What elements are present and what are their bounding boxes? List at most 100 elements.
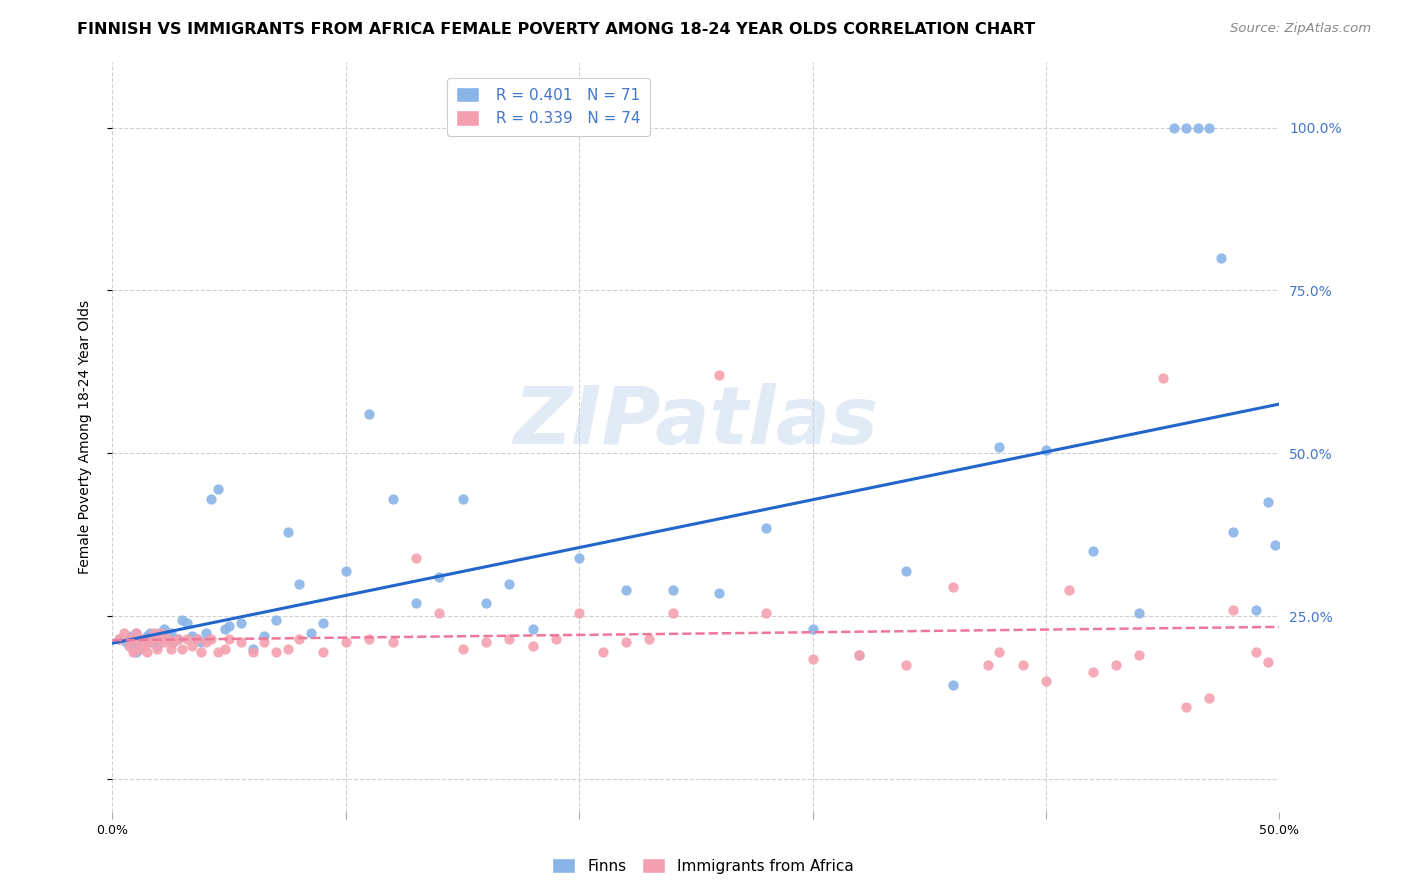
Point	[125, 645, 148, 659]
Point	[405, 550, 427, 565]
Point	[801, 651, 824, 665]
Point	[522, 639, 544, 653]
Point	[141, 632, 163, 646]
Point	[1163, 120, 1185, 135]
Point	[661, 606, 683, 620]
Point	[139, 635, 162, 649]
Point	[848, 648, 870, 663]
Point	[848, 648, 870, 663]
Point	[381, 491, 404, 506]
Point	[381, 635, 404, 649]
Point	[1175, 120, 1198, 135]
Point	[498, 632, 520, 646]
Point	[134, 632, 156, 646]
Point	[894, 564, 917, 578]
Point	[335, 564, 357, 578]
Point	[661, 583, 683, 598]
Point	[1209, 251, 1232, 265]
Point	[148, 625, 170, 640]
Point	[112, 625, 135, 640]
Point	[122, 645, 145, 659]
Point	[1175, 700, 1198, 714]
Point	[207, 645, 229, 659]
Point	[172, 613, 194, 627]
Point	[115, 635, 138, 649]
Point	[335, 635, 357, 649]
Point	[186, 632, 208, 646]
Point	[207, 482, 229, 496]
Point	[186, 632, 208, 646]
Point	[242, 645, 264, 659]
Point	[157, 632, 180, 646]
Point	[1198, 120, 1220, 135]
Point	[522, 622, 544, 636]
Point	[451, 641, 474, 656]
Point	[139, 625, 162, 640]
Point	[276, 524, 298, 539]
Point	[568, 550, 591, 565]
Point	[162, 635, 184, 649]
Point	[229, 615, 252, 630]
Point	[264, 645, 287, 659]
Point	[141, 635, 163, 649]
Point	[200, 491, 222, 506]
Point	[359, 407, 381, 421]
Point	[214, 622, 236, 636]
Point	[638, 632, 661, 646]
Point	[311, 615, 333, 630]
Point	[264, 613, 287, 627]
Point	[614, 583, 637, 598]
Point	[1059, 583, 1081, 598]
Point	[451, 491, 474, 506]
Point	[311, 645, 333, 659]
Point	[427, 570, 450, 584]
Point	[801, 622, 824, 636]
Point	[288, 576, 311, 591]
Point	[108, 632, 131, 646]
Point	[166, 632, 188, 646]
Point	[134, 639, 156, 653]
Point	[1105, 658, 1128, 673]
Point	[218, 619, 240, 633]
Point	[122, 639, 145, 653]
Point	[405, 596, 427, 610]
Point	[214, 641, 236, 656]
Point	[118, 639, 141, 653]
Point	[988, 440, 1011, 454]
Point	[190, 635, 212, 649]
Point	[1187, 120, 1209, 135]
Point	[276, 641, 298, 656]
Point	[129, 641, 152, 656]
Point	[709, 586, 731, 600]
Point	[1244, 645, 1267, 659]
Legend: Finns, Immigrants from Africa: Finns, Immigrants from Africa	[546, 852, 860, 880]
Point	[143, 632, 166, 646]
Point	[976, 658, 998, 673]
Point	[218, 632, 240, 646]
Point	[498, 576, 520, 591]
Point	[153, 622, 176, 636]
Point	[288, 632, 311, 646]
Point	[253, 635, 276, 649]
Point	[1081, 665, 1104, 679]
Point	[1128, 606, 1150, 620]
Point	[1081, 544, 1104, 558]
Point	[150, 625, 173, 640]
Point	[143, 625, 166, 640]
Point	[475, 635, 498, 649]
Point	[1222, 524, 1244, 539]
Text: ZIPatlas: ZIPatlas	[513, 383, 879, 461]
Point	[153, 635, 176, 649]
Point	[427, 606, 450, 620]
Point	[127, 632, 149, 646]
Point	[942, 580, 965, 594]
Point	[1035, 674, 1057, 689]
Point	[242, 641, 264, 656]
Point	[157, 629, 180, 643]
Point	[127, 635, 149, 649]
Point	[1198, 690, 1220, 705]
Point	[1128, 648, 1150, 663]
Point	[544, 632, 567, 646]
Point	[150, 632, 173, 646]
Point	[180, 629, 202, 643]
